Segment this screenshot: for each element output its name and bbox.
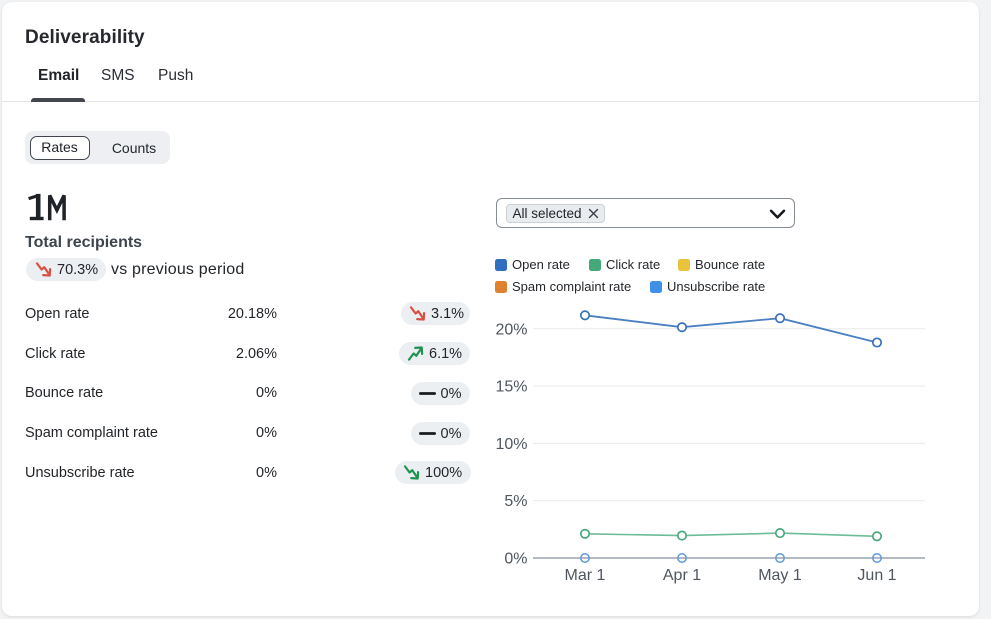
svg-text:May 1: May 1 <box>758 567 802 584</box>
svg-text:0%: 0% <box>504 551 527 568</box>
svg-text:20%: 20% <box>495 321 527 338</box>
svg-text:Jun 1: Jun 1 <box>857 567 896 584</box>
svg-text:Apr 1: Apr 1 <box>663 567 701 584</box>
svg-text:15%: 15% <box>495 379 527 396</box>
svg-text:10%: 10% <box>495 436 527 453</box>
svg-text:5%: 5% <box>504 493 527 510</box>
svg-text:Mar 1: Mar 1 <box>565 567 606 584</box>
